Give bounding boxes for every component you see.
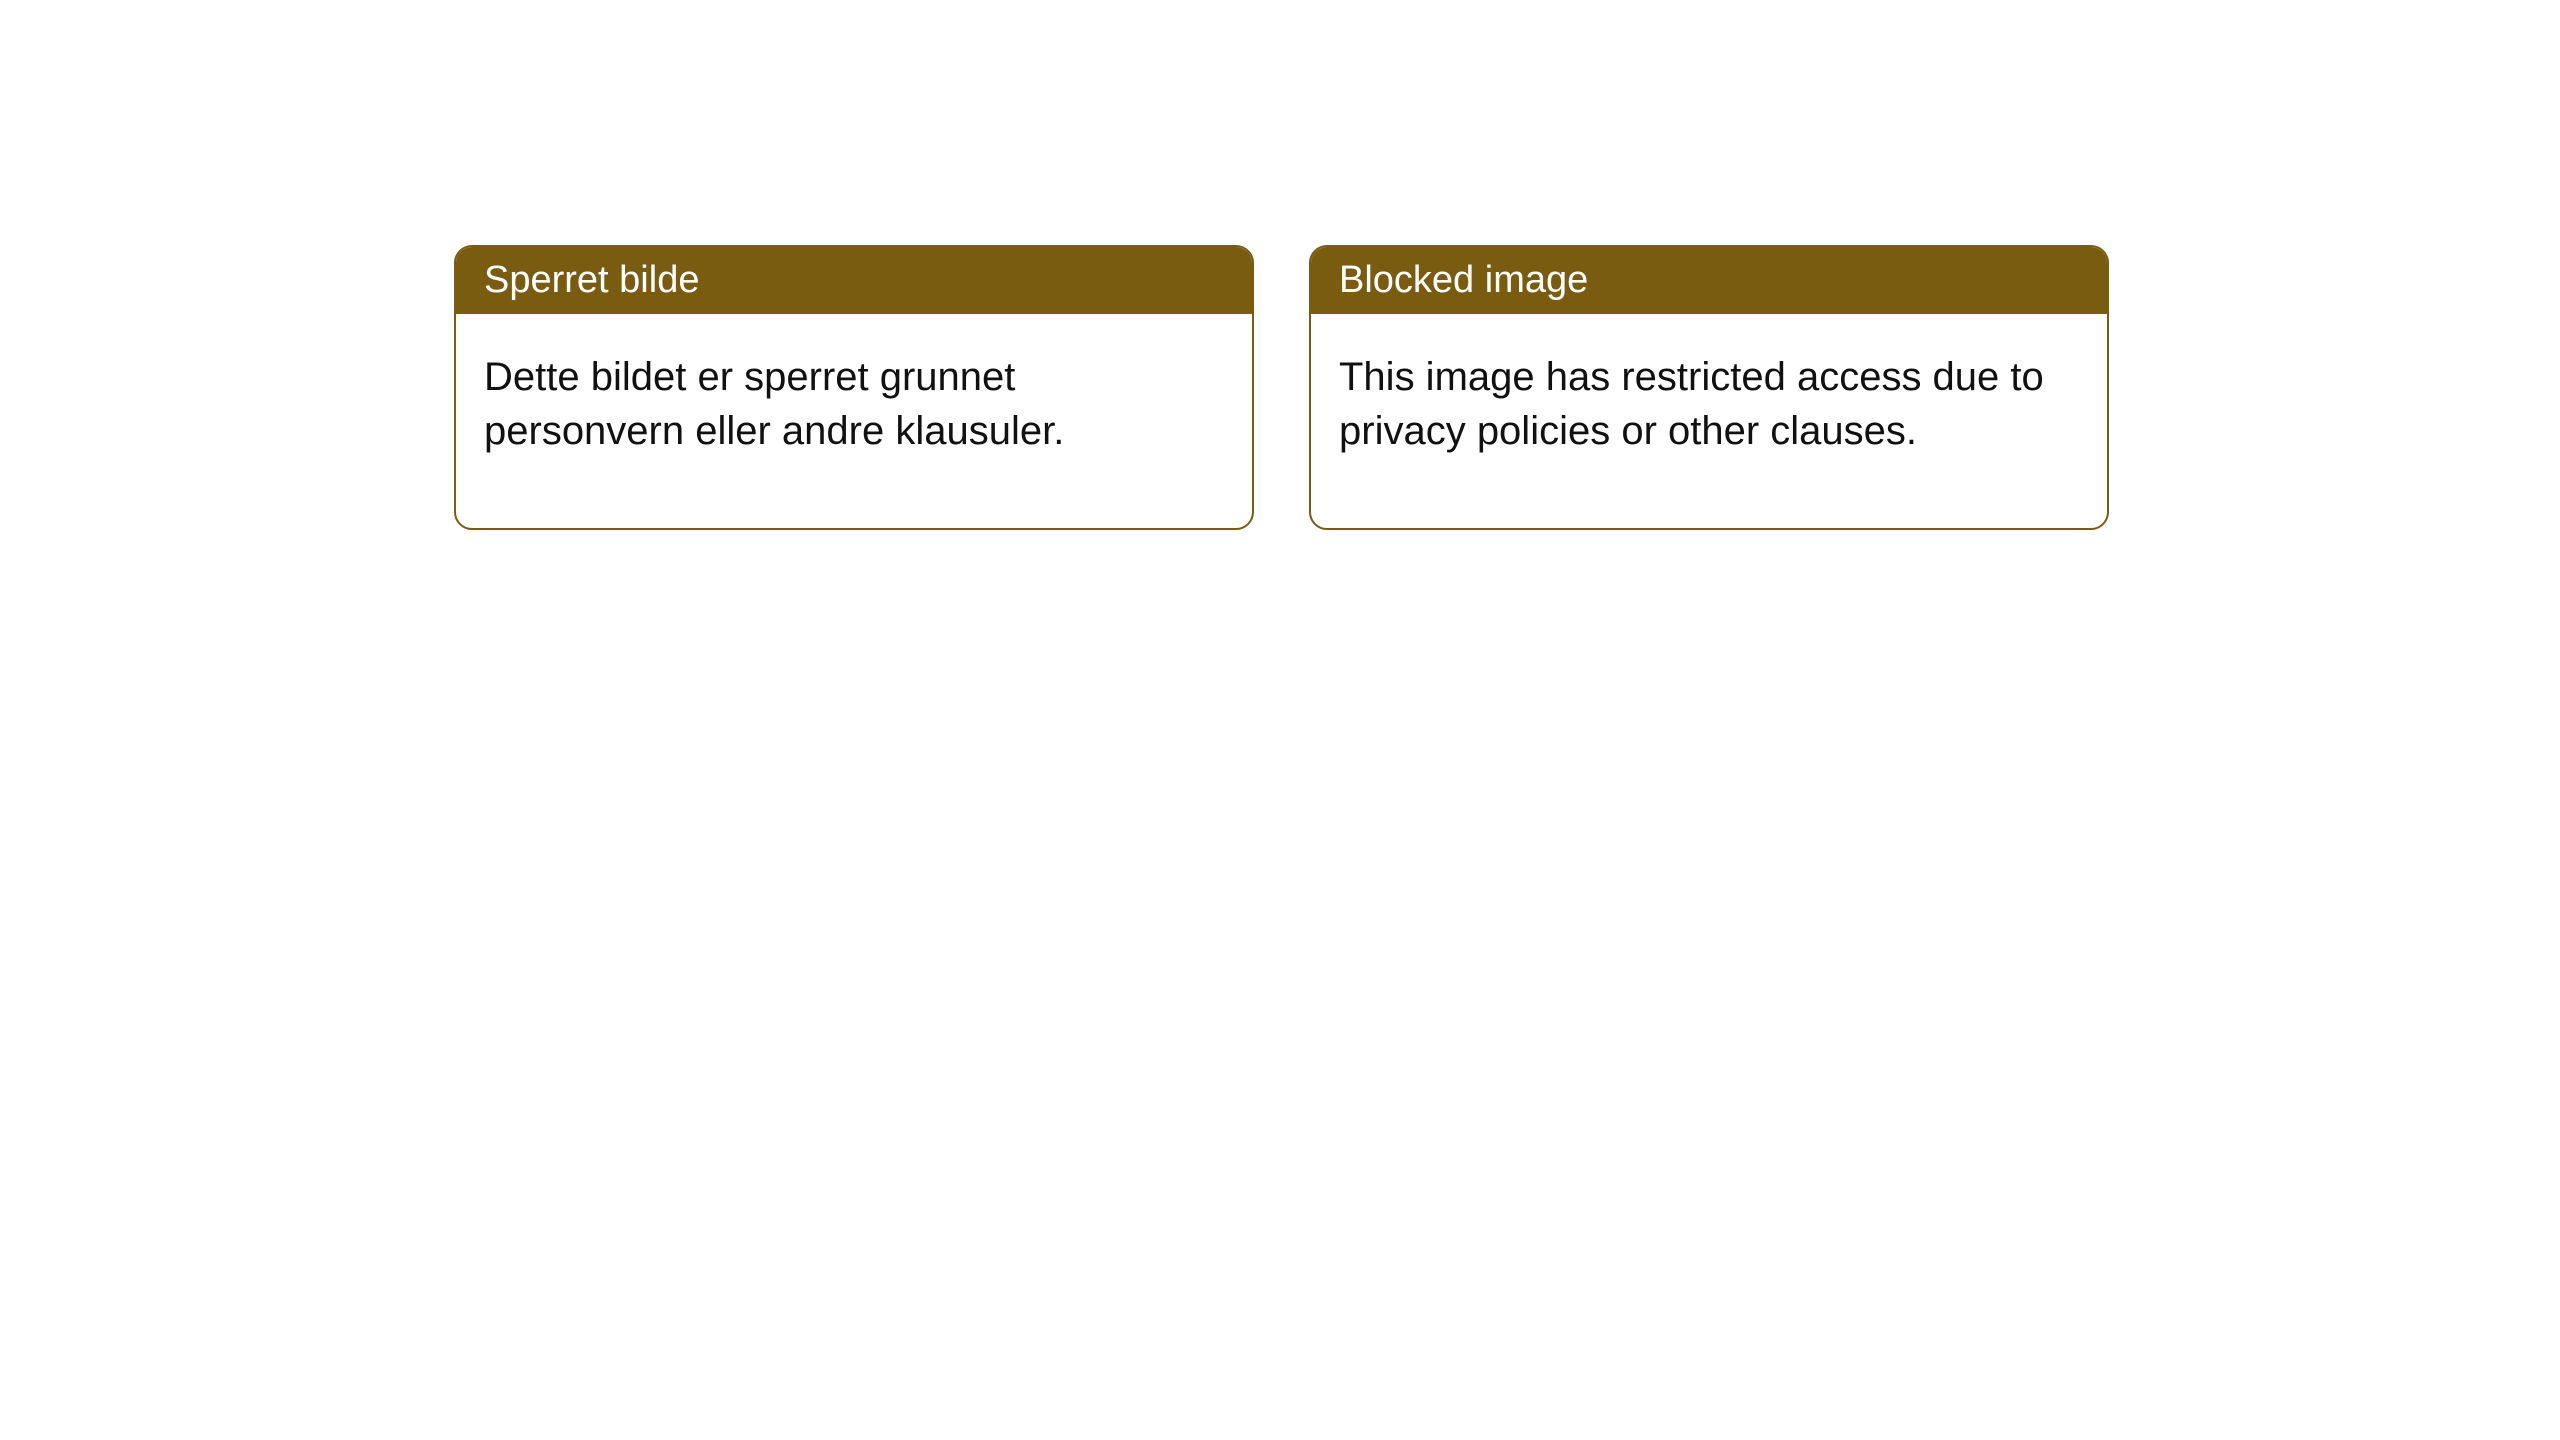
notice-card-english: Blocked image This image has restricted … — [1309, 245, 2109, 530]
notice-card-header: Blocked image — [1311, 247, 2107, 314]
notice-card-body: Dette bildet er sperret grunnet personve… — [456, 314, 1252, 528]
notice-card-norwegian: Sperret bilde Dette bildet er sperret gr… — [454, 245, 1254, 530]
notice-cards-container: Sperret bilde Dette bildet er sperret gr… — [454, 245, 2109, 530]
notice-card-header: Sperret bilde — [456, 247, 1252, 314]
notice-card-body: This image has restricted access due to … — [1311, 314, 2107, 528]
